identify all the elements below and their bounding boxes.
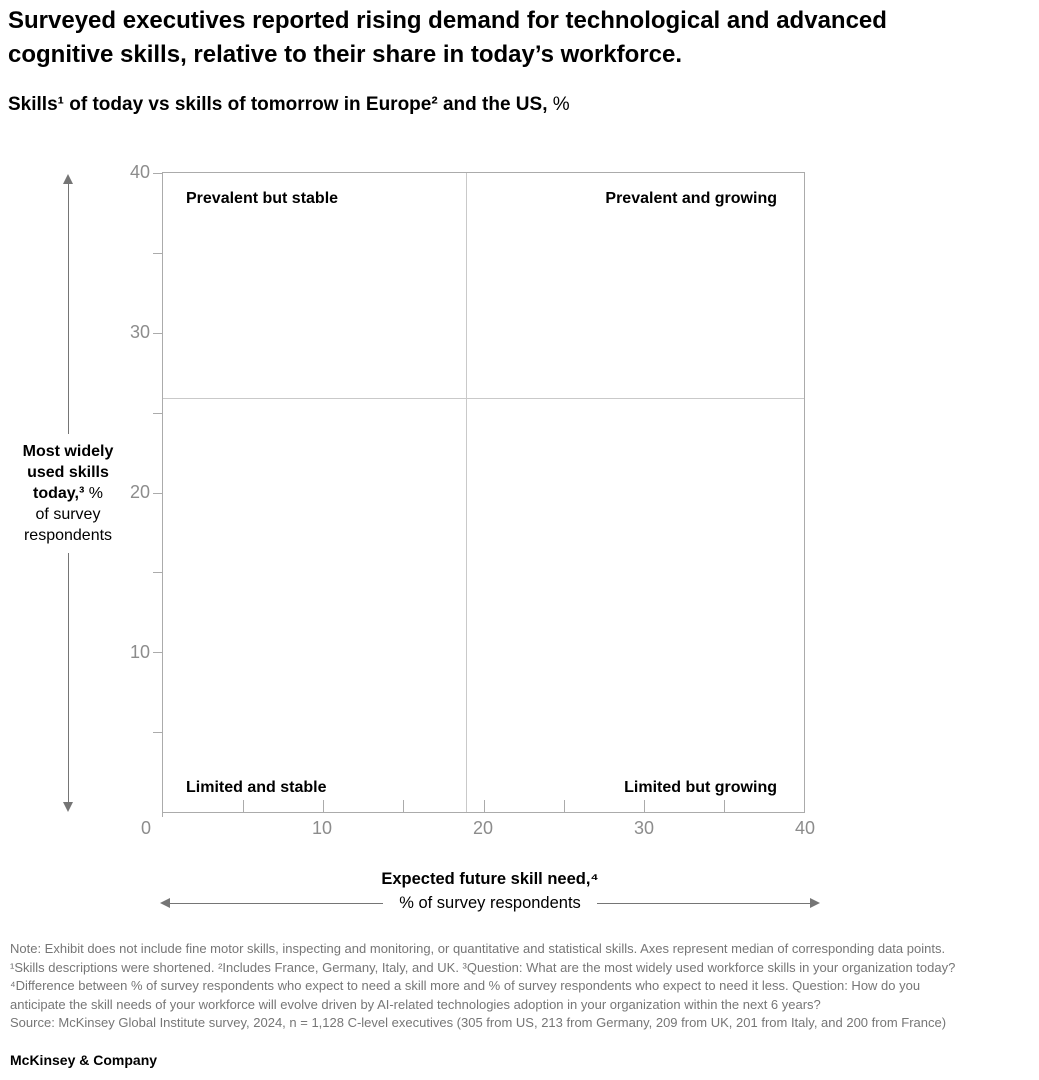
y-axis-tick — [153, 412, 163, 414]
footnote-line: Note: Exhibit does not include fine moto… — [10, 941, 946, 956]
y-axis-tick — [153, 652, 163, 654]
footnote-line: anticipate the skill needs of your workf… — [10, 996, 821, 1012]
title-line-2: cognitive skills, relative to their shar… — [8, 41, 683, 68]
y-axis-title-line: Most widely — [22, 442, 114, 460]
arrow-down-icon — [63, 802, 73, 812]
quadrant-label-bottom-right: Limited but growing — [624, 779, 777, 796]
arrow-right-icon — [810, 898, 821, 908]
x-axis-title-unit: % of survey respondents — [399, 893, 581, 912]
y-axis-tick — [153, 173, 163, 174]
arrow-left-icon — [160, 898, 170, 908]
footnotes: Note: Exhibit does not include fine moto… — [10, 940, 1039, 1033]
x-axis-tick — [243, 800, 245, 812]
x-axis-arrow-line — [170, 902, 384, 904]
mckinsey-logo-text: McKinsey & Company — [10, 1052, 158, 1068]
x-axis-tick — [323, 800, 325, 812]
y-axis-title-line: today,³ % — [33, 484, 103, 502]
footnote-line: ⁴Difference between % of survey responde… — [10, 978, 921, 994]
footnote-line: ¹Skills descriptions were shortened. ²In… — [10, 959, 956, 975]
median-line-horizontal — [163, 397, 804, 399]
subtitle-text: Skills¹ of today vs skills of tomorrow i… — [8, 94, 548, 115]
median-line-vertical — [465, 173, 467, 812]
y-axis-title-line: respondents — [23, 526, 113, 544]
x-axis-title: Expected future skill need,⁴ — [381, 870, 599, 888]
y-tick-label-30: 30 — [129, 322, 150, 342]
y-axis-label-assembly: Most widely used skills today,³ % of sur… — [6, 174, 130, 812]
title-line-1: Surveyed executives reported rising dema… — [8, 7, 887, 34]
y-axis-arrow-line — [67, 552, 69, 802]
x-tick-label-10: 10 — [311, 818, 333, 838]
x-axis-arrow: % of survey respondents — [160, 892, 821, 914]
chart-subtitle: Skills¹ of today vs skills of tomorrow i… — [8, 94, 1018, 116]
arrow-up-icon — [63, 174, 73, 184]
quadrant-label-top-right: Prevalent and growing — [605, 190, 777, 207]
x-axis-tick — [723, 800, 725, 812]
y-tick-label-10: 10 — [129, 642, 150, 662]
x-tick-label-30: 30 — [633, 818, 655, 838]
x-tick-label-40: 40 — [794, 818, 816, 838]
plot-area: Prevalent but stable Prevalent and growi… — [153, 172, 805, 817]
y-axis-arrow-line — [67, 184, 69, 434]
page-title: Surveyed executives reported rising dema… — [8, 4, 1018, 72]
x-tick-label-0: 0 — [140, 818, 151, 838]
y-axis-title-line: of survey — [35, 505, 101, 523]
y-tick-label-40: 40 — [129, 162, 150, 182]
x-axis-tick — [563, 800, 565, 812]
x-axis-tick — [483, 800, 485, 812]
x-axis-arrow-line — [596, 902, 811, 904]
y-axis-title-line: used skills — [27, 463, 109, 481]
y-axis-tick — [153, 732, 163, 734]
y-axis-tick — [153, 252, 163, 254]
subtitle-unit: % — [547, 94, 570, 115]
x-axis-tick — [643, 800, 645, 812]
y-axis-tick — [153, 572, 163, 574]
x-axis-tick — [403, 800, 405, 812]
x-axis-origin-tick — [162, 812, 163, 817]
x-axis-label-assembly: Expected future skill need,⁴ % of survey… — [160, 870, 821, 914]
y-axis-tick — [153, 492, 163, 494]
quadrant-label-bottom-left: Limited and stable — [186, 779, 327, 796]
quadrant-label-top-left: Prevalent but stable — [186, 190, 339, 207]
footnote-line: Source: McKinsey Global Institute survey… — [10, 1015, 947, 1031]
y-axis-tick — [153, 332, 163, 334]
x-tick-label-20: 20 — [472, 818, 494, 838]
y-tick-label-20: 20 — [129, 482, 150, 502]
y-axis-title: Most widely used skills today,³ % of sur… — [6, 433, 130, 553]
